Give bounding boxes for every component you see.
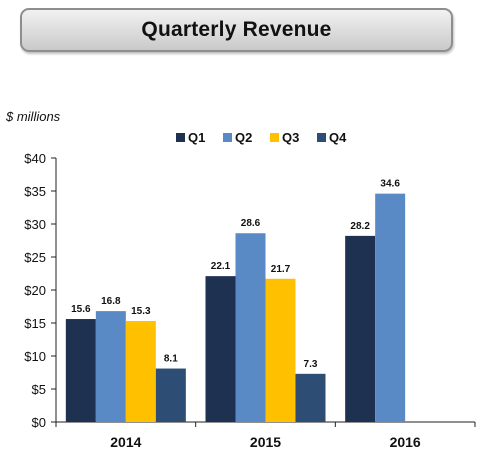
data-label: 7.3 (304, 359, 318, 370)
chart-title-box: Quarterly Revenue (20, 8, 453, 52)
data-label: 34.6 (380, 179, 400, 190)
bar-q2-2016 (375, 193, 406, 422)
bar-q4-2015 (295, 373, 326, 422)
data-label: 15.3 (131, 306, 151, 317)
x-category-label: 2015 (250, 434, 281, 450)
bar-q1-2014 (65, 319, 96, 422)
data-label: 28.6 (241, 218, 261, 229)
data-label: 22.1 (211, 261, 231, 272)
data-label: 8.1 (164, 354, 178, 365)
legend-swatch-q1 (176, 133, 185, 142)
bar-q2-2015 (235, 233, 266, 422)
legend-swatch-q2 (223, 133, 232, 142)
x-category-label: 2014 (110, 434, 141, 450)
unit-label: $ millions (6, 109, 61, 124)
y-tick-label: $20 (24, 283, 46, 298)
y-tick-label: $15 (24, 316, 46, 331)
bar-q1-2016 (345, 235, 376, 422)
data-label: 16.8 (101, 296, 121, 307)
y-tick-label: $40 (24, 151, 46, 166)
legend-swatch-q3 (270, 133, 279, 142)
legend-label-q3: Q3 (282, 130, 299, 145)
data-label: 21.7 (271, 264, 291, 275)
x-category-label: 2016 (390, 434, 421, 450)
chart-title: Quarterly Revenue (141, 18, 332, 41)
legend-label-q4: Q4 (329, 130, 347, 145)
y-tick-label: $35 (24, 184, 46, 199)
legend-swatch-q4 (317, 133, 326, 142)
legend-label-q1: Q1 (188, 130, 205, 145)
bar-q1-2015 (205, 276, 236, 422)
y-tick-label: $10 (24, 349, 46, 364)
y-tick-label: $25 (24, 250, 46, 265)
y-tick-label: $0 (32, 415, 46, 430)
data-label: 15.6 (71, 304, 91, 315)
bar-q4-2014 (155, 368, 186, 422)
bar-q3-2015 (265, 278, 296, 422)
y-tick-label: $5 (32, 382, 46, 397)
bar-q3-2014 (125, 321, 156, 422)
y-tick-label: $30 (24, 217, 46, 232)
data-label: 28.2 (350, 221, 370, 232)
bar-q2-2014 (95, 311, 126, 422)
legend-label-q2: Q2 (235, 130, 252, 145)
